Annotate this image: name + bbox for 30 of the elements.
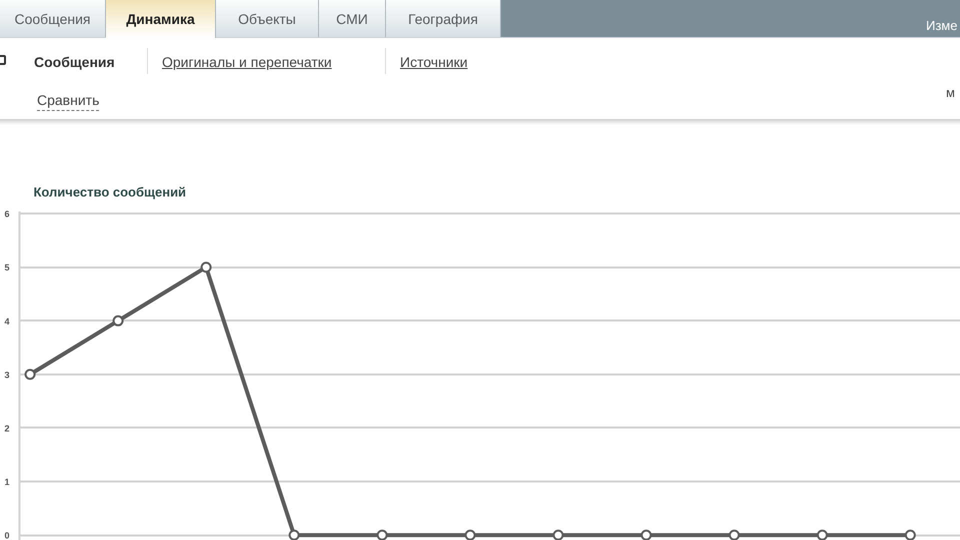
text: Сообщения [34,53,115,72]
text: Изме [926,17,958,35]
point [24,368,36,380]
text: Источники [400,53,468,72]
y-tick-label: 3 [4,370,10,380]
y-tick-label: 5 [4,262,10,273]
y-tick-label: 4 [4,316,10,326]
text: м [946,84,955,102]
text: СМИ [319,0,386,37]
point [200,262,212,273]
point [816,530,828,540]
point [552,530,564,540]
point [640,530,652,540]
text: Объекты [216,0,319,37]
text: Динамика [106,0,216,38]
point [376,530,388,540]
point [112,315,124,326]
text: Оригиналы и перепечатки [162,53,332,72]
text: География [386,0,501,37]
point [904,530,916,540]
y-tick-label: 6 [4,209,10,220]
point [288,530,300,540]
text: Сообщения [0,0,106,37]
point [464,530,476,540]
y-tick-label: 0 [4,530,10,540]
y-tick-label: 2 [4,423,10,434]
y-tick-label: 1 [4,477,10,488]
text: Сравнить [37,90,100,111]
chart-title: Количество сообщений [34,184,186,200]
point [728,530,740,540]
